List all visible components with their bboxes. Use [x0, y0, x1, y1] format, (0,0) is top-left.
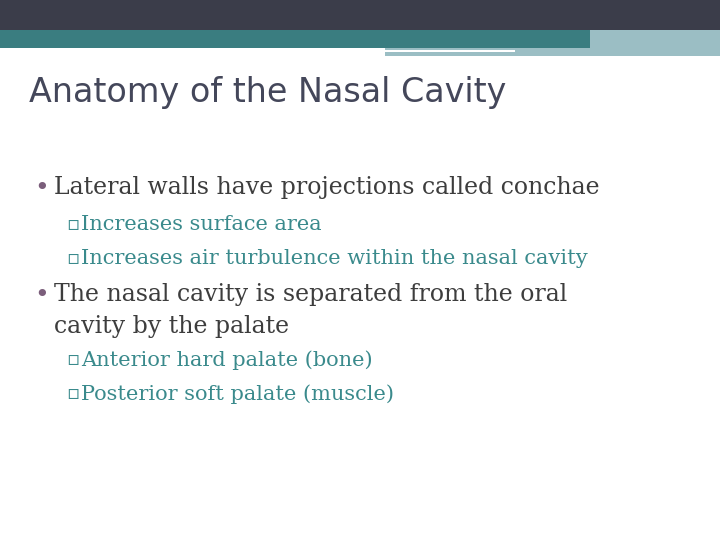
Text: ▫: ▫ — [66, 249, 79, 268]
Text: Anatomy of the Nasal Cavity: Anatomy of the Nasal Cavity — [29, 76, 506, 109]
Text: ▫: ▫ — [66, 350, 79, 369]
Text: cavity by the palate: cavity by the palate — [54, 315, 289, 339]
Text: •: • — [35, 283, 49, 307]
Text: •: • — [35, 176, 49, 200]
Text: Lateral walls have projections called conchae: Lateral walls have projections called co… — [54, 176, 600, 199]
Text: The nasal cavity is separated from the oral: The nasal cavity is separated from the o… — [54, 283, 567, 306]
Text: Anterior hard palate (bone): Anterior hard palate (bone) — [81, 350, 373, 370]
Text: Increases surface area: Increases surface area — [81, 215, 322, 234]
Text: ▫: ▫ — [66, 384, 79, 403]
Text: ▫: ▫ — [66, 215, 79, 234]
Text: Posterior soft palate (muscle): Posterior soft palate (muscle) — [81, 384, 395, 404]
Text: Increases air turbulence within the nasal cavity: Increases air turbulence within the nasa… — [81, 249, 588, 268]
